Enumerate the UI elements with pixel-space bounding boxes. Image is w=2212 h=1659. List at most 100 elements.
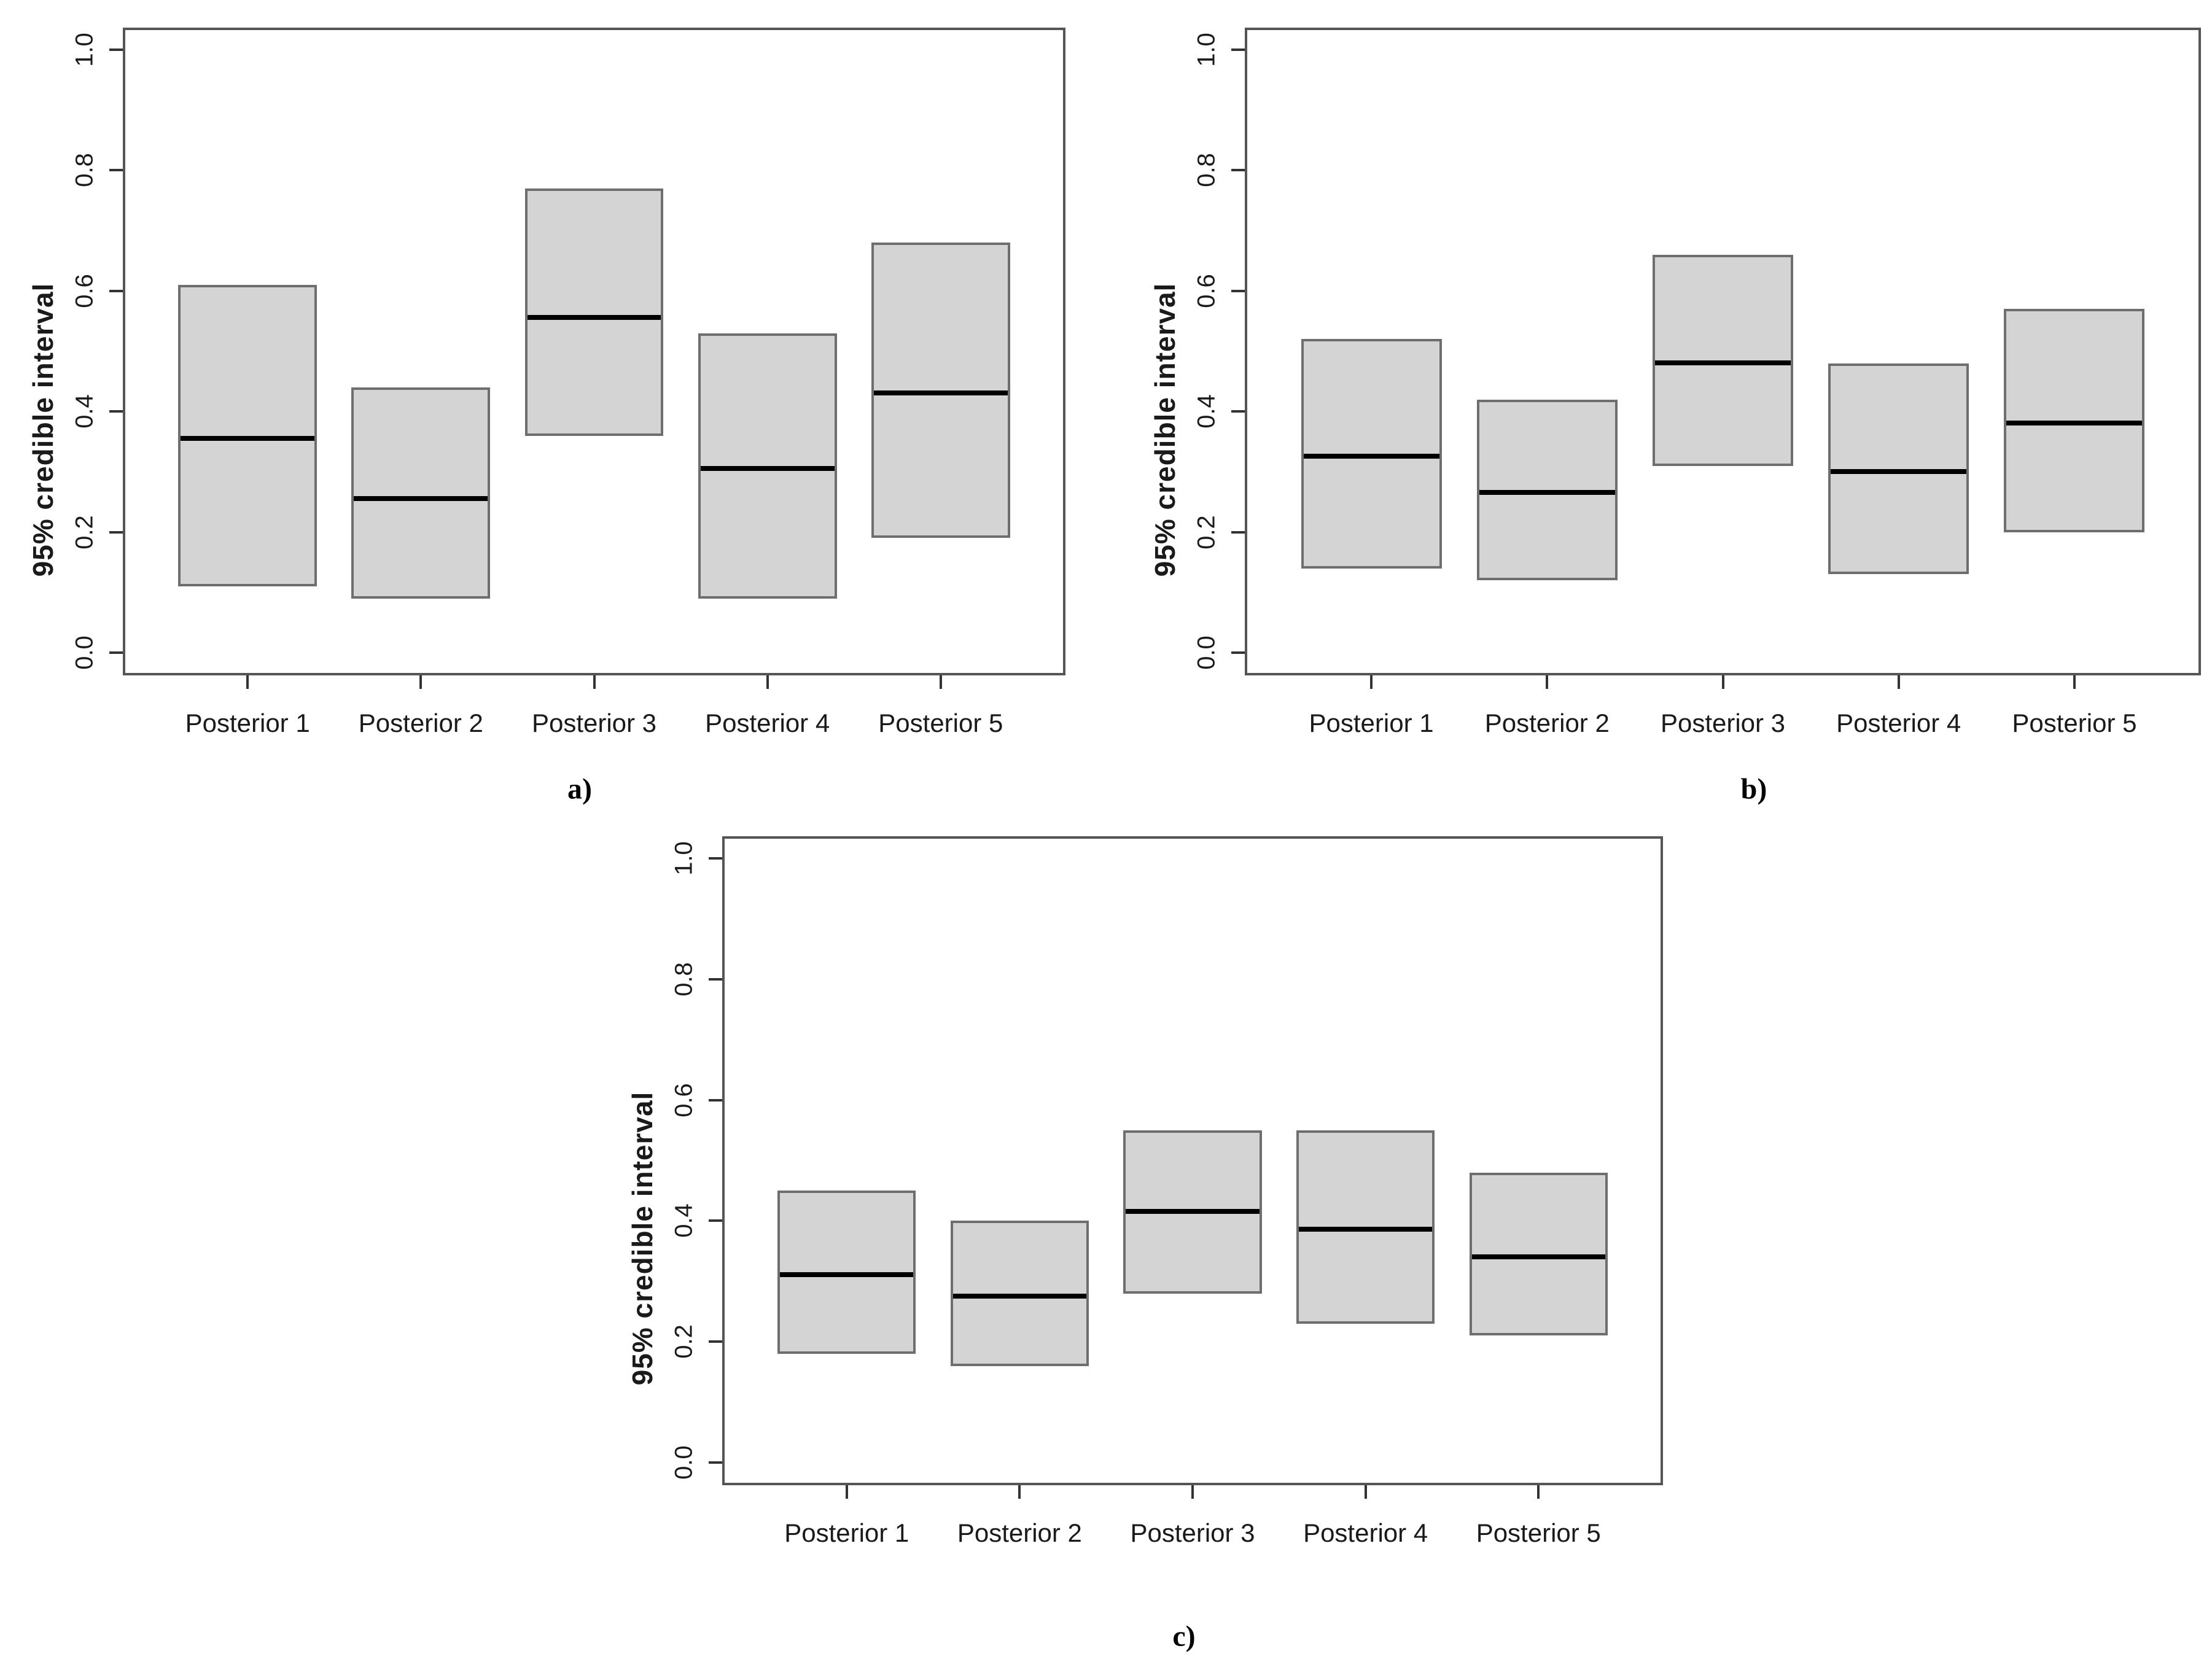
interval-box-3: [1123, 1130, 1262, 1294]
median-line-5: [873, 390, 1008, 395]
median-line-5: [2006, 420, 2143, 425]
x-tick-mark: [2073, 675, 2076, 689]
median-line-3: [1126, 1208, 1260, 1214]
x-tick-label: Posterior 1: [784, 1518, 909, 1547]
x-tick-label: Posterior 5: [1476, 1518, 1601, 1547]
x-tick-label: Posterior 4: [705, 709, 830, 737]
interval-box-1: [777, 1191, 916, 1354]
interval-box-5: [2004, 309, 2145, 532]
interval-box-3: [1653, 254, 1793, 466]
y-tick-label: 0.4: [670, 1203, 698, 1238]
interval-box-4: [1296, 1130, 1435, 1324]
x-tick-label: Posterior 3: [1130, 1518, 1255, 1547]
median-line-2: [354, 495, 488, 501]
y-tick-mark: [109, 49, 123, 52]
interval-box-3: [524, 188, 664, 436]
x-tick-label: Posterior 5: [2012, 709, 2137, 737]
y-tick-mark: [109, 651, 123, 655]
median-line-4: [1298, 1227, 1433, 1232]
x-tick-mark: [845, 1485, 848, 1499]
y-tick-mark: [109, 289, 123, 292]
median-line-4: [1831, 468, 1967, 474]
x-tick-mark: [766, 675, 769, 689]
y-tick-mark: [709, 1219, 722, 1222]
y-tick-label: 0.0: [1193, 635, 1220, 670]
median-line-2: [1479, 489, 1615, 495]
median-line-2: [952, 1293, 1087, 1299]
panel-letter-b: b): [1740, 772, 1767, 806]
y-tick-label: 0.8: [1193, 153, 1220, 188]
y-tick-label: 0.4: [71, 394, 98, 429]
x-tick-label: Posterior 2: [1484, 709, 1610, 737]
y-tick-label: 0.4: [1193, 394, 1220, 429]
y-tick-label: 1.0: [1193, 33, 1220, 67]
y-tick-mark: [709, 1098, 722, 1101]
interval-box-4: [1828, 363, 1969, 575]
interval-box-1: [178, 285, 317, 587]
interval-box-2: [1476, 399, 1618, 581]
y-tick-mark: [709, 977, 722, 981]
y-tick-mark: [1231, 289, 1245, 292]
x-tick-mark: [939, 675, 942, 689]
x-tick-label: Posterior 2: [957, 1518, 1082, 1547]
y-tick-label: 0.8: [71, 153, 98, 188]
median-line-1: [780, 1272, 914, 1278]
y-tick-label: 1.0: [71, 33, 98, 67]
y-tick-label: 0.6: [670, 1082, 698, 1117]
median-line-3: [527, 315, 661, 321]
x-tick-mark: [246, 675, 249, 689]
x-tick-mark: [1721, 675, 1724, 689]
y-tick-mark: [1231, 169, 1245, 172]
y-axis-label-a: 95% credible interval: [27, 282, 59, 577]
y-tick-label: 0.2: [1193, 515, 1220, 550]
x-tick-label: Posterior 1: [185, 709, 310, 737]
x-tick-mark: [1370, 675, 1373, 689]
y-tick-label: 1.0: [670, 841, 698, 876]
x-tick-label: Posterior 2: [358, 709, 483, 737]
x-tick-mark: [1364, 1485, 1367, 1499]
x-tick-mark: [419, 675, 423, 689]
x-tick-mark: [1191, 1485, 1194, 1499]
y-tick-mark: [1231, 49, 1245, 52]
median-line-1: [1303, 454, 1439, 459]
x-tick-mark: [1537, 1485, 1540, 1499]
median-line-5: [1471, 1254, 1605, 1259]
interval-box-5: [1469, 1172, 1608, 1336]
x-tick-label: Posterior 5: [878, 709, 1003, 737]
x-tick-mark: [1897, 675, 1900, 689]
y-tick-label: 0.0: [71, 635, 98, 670]
x-tick-label: Posterior 1: [1309, 709, 1434, 737]
y-tick-label: 0.2: [71, 515, 98, 550]
y-tick-mark: [109, 530, 123, 534]
x-tick-mark: [593, 675, 596, 689]
median-line-1: [181, 435, 315, 441]
interval-box-2: [950, 1221, 1089, 1366]
panel-letter-c: c): [1172, 1620, 1196, 1653]
y-tick-mark: [709, 857, 722, 860]
y-tick-label: 0.6: [1193, 274, 1220, 308]
y-tick-label: 0.8: [670, 962, 698, 997]
y-tick-mark: [1231, 410, 1245, 413]
y-tick-label: 0.0: [670, 1445, 698, 1480]
y-tick-mark: [109, 410, 123, 413]
y-tick-label: 0.2: [670, 1324, 698, 1359]
interval-box-5: [871, 243, 1010, 538]
x-tick-label: Posterior 3: [531, 709, 657, 737]
x-tick-mark: [1546, 675, 1549, 689]
median-line-3: [1655, 360, 1791, 365]
y-tick-mark: [1231, 530, 1245, 534]
interval-box-4: [698, 333, 837, 599]
median-line-4: [700, 465, 835, 471]
y-tick-mark: [1231, 651, 1245, 655]
x-tick-label: Posterior 4: [1836, 709, 1961, 737]
y-axis-label-c: 95% credible interval: [626, 1091, 658, 1386]
y-tick-mark: [109, 169, 123, 172]
x-tick-mark: [1018, 1485, 1021, 1499]
y-tick-mark: [709, 1340, 722, 1343]
interval-box-1: [1301, 339, 1442, 569]
x-tick-label: Posterior 3: [1660, 709, 1786, 737]
interval-box-2: [351, 387, 491, 599]
x-tick-label: Posterior 4: [1303, 1518, 1428, 1547]
panel-letter-a: a): [567, 772, 592, 806]
